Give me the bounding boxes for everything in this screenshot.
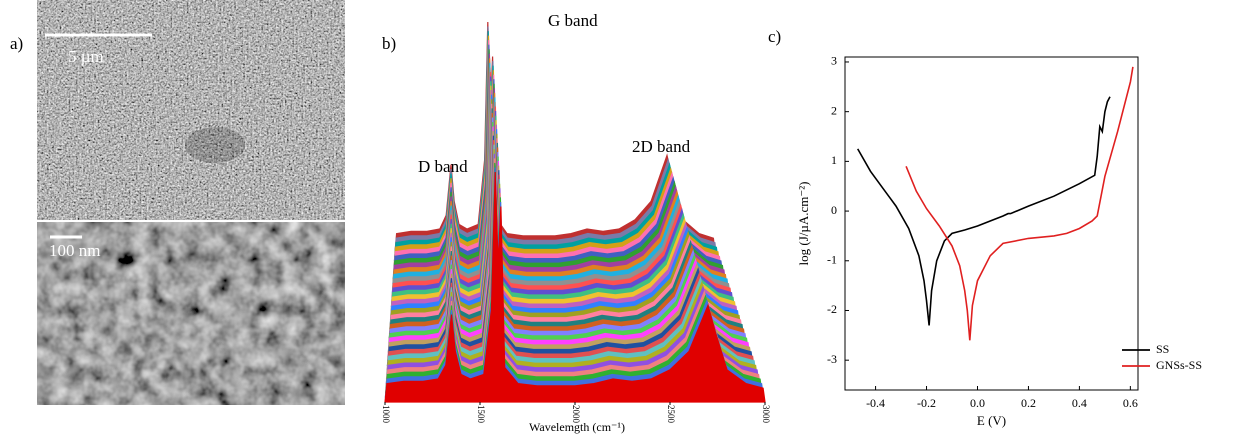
y-tick-label: 2 [831, 103, 837, 117]
legend-label: GNSs-SS [1156, 358, 1202, 372]
y-tick-label: 1 [831, 153, 837, 167]
x-tick-label: 2500 [666, 405, 676, 424]
annotation: D band [418, 157, 468, 176]
data-line [857, 96, 1111, 326]
y-axis-label: log (J/µA.cm⁻²) [796, 182, 811, 266]
annotation: G band [548, 11, 598, 30]
panel-label: a) [10, 34, 23, 53]
sem-texture [37, 222, 345, 405]
x-tick-label: 0.2 [1021, 396, 1036, 410]
y-tick-label: -2 [827, 302, 837, 316]
sem-image: 100 nm [37, 222, 345, 405]
x-axis-label: E (V) [977, 413, 1006, 428]
panel-label: c) [768, 27, 781, 46]
x-tick-label: 3000 [761, 405, 771, 424]
sem-dark-spot [185, 127, 245, 163]
data-line [905, 66, 1134, 341]
y-tick-label: -3 [827, 352, 837, 366]
legend-label: SS [1156, 342, 1169, 356]
scale-bar-label: 5 µm [68, 47, 104, 66]
x-tick-label: 2000 [571, 405, 581, 424]
y-tick-label: -1 [827, 253, 837, 267]
sem-texture [37, 0, 345, 220]
x-axis-label: Wavelemgth (cm⁻¹) [529, 420, 625, 434]
x-tick-label: 0.6 [1123, 396, 1138, 410]
x-tick-label: 0.4 [1072, 396, 1087, 410]
y-tick-label: 3 [831, 54, 837, 68]
panel-label: b) [382, 34, 396, 53]
y-tick-label: 0 [831, 203, 837, 217]
spectrum-layer [384, 171, 766, 403]
sem-image: 5 µm [37, 0, 345, 220]
scale-bar-label: 100 nm [49, 241, 100, 260]
annotation: 2D band [632, 137, 691, 156]
plot-frame [844, 56, 1139, 391]
x-tick-label: 1000 [381, 405, 391, 424]
x-tick-label: -0.2 [917, 396, 936, 410]
x-tick-label: 1500 [476, 405, 486, 424]
x-tick-label: -0.4 [866, 396, 885, 410]
x-tick-label: 0.0 [970, 396, 985, 410]
